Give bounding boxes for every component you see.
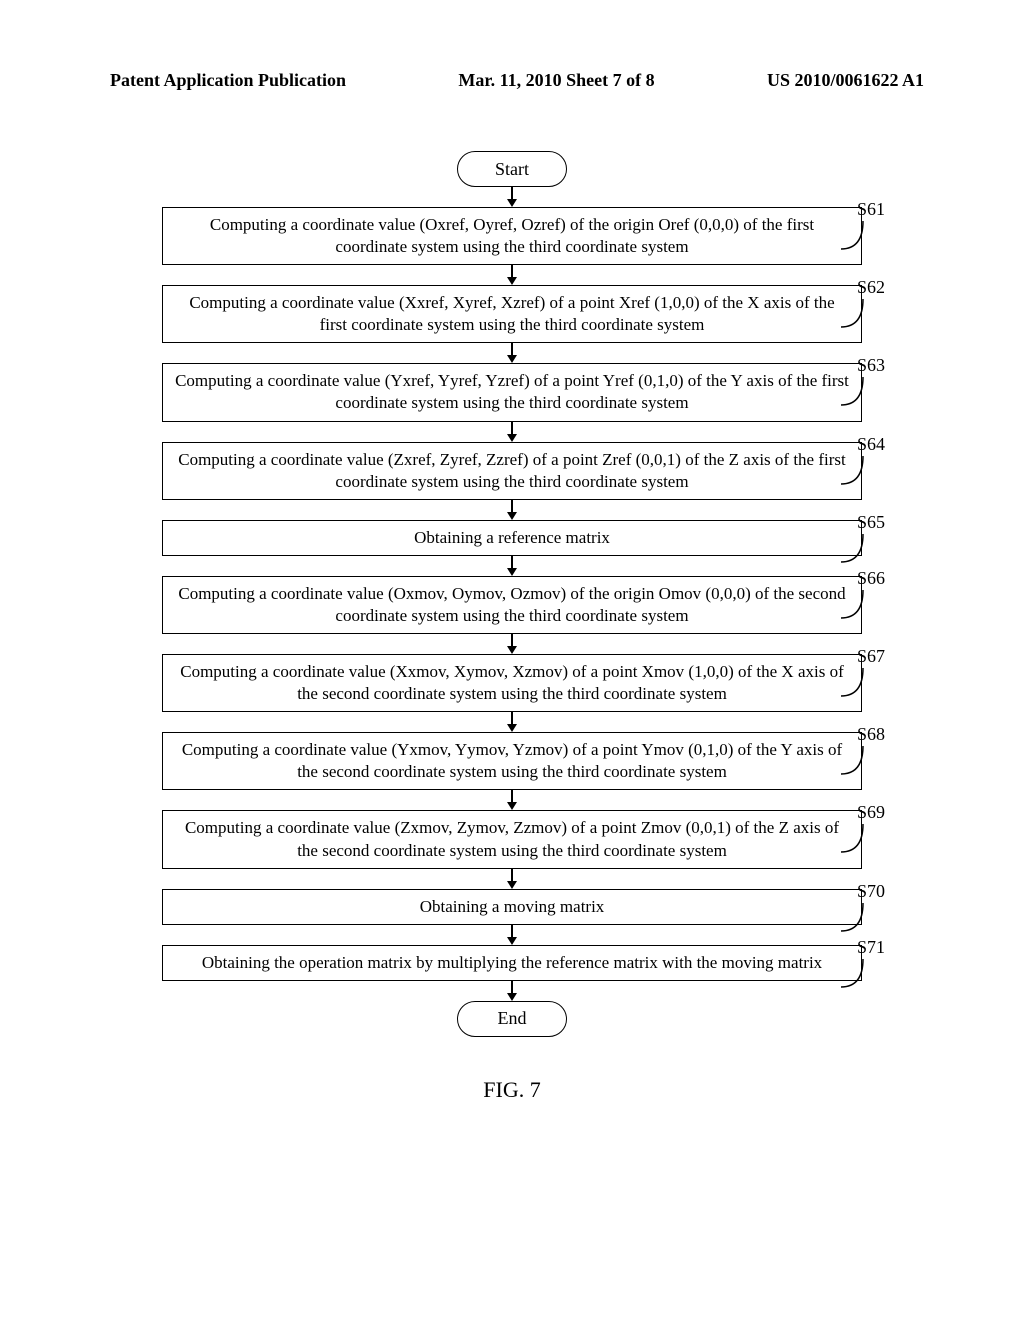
arrow-icon bbox=[507, 634, 517, 654]
connector-hook-icon bbox=[839, 818, 875, 858]
figure-label: FIG. 7 bbox=[0, 1077, 1024, 1103]
flow-step: Computing a coordinate value (Zxref, Zyr… bbox=[137, 442, 887, 500]
arrow-icon bbox=[507, 790, 517, 810]
start-label: Start bbox=[495, 159, 529, 180]
flow-step: Obtaining a moving matrixS70 bbox=[137, 889, 887, 925]
arrow-icon bbox=[507, 925, 517, 945]
connector-hook-icon bbox=[839, 450, 875, 490]
process-box: Computing a coordinate value (Zxref, Zyr… bbox=[162, 442, 862, 500]
process-box: Computing a coordinate value (Yxref, Yyr… bbox=[162, 363, 862, 421]
arrow-icon bbox=[507, 712, 517, 732]
step-label: S70 bbox=[857, 881, 885, 902]
arrow-icon bbox=[507, 981, 517, 1001]
process-box: Obtaining a reference matrix bbox=[162, 520, 862, 556]
header-center: Mar. 11, 2010 Sheet 7 of 8 bbox=[458, 70, 654, 91]
connector-hook-icon bbox=[839, 371, 875, 411]
arrow-icon bbox=[507, 500, 517, 520]
step-label: S61 bbox=[857, 199, 885, 220]
start-terminal: Start bbox=[457, 151, 567, 187]
step-label: S66 bbox=[857, 568, 885, 589]
process-box: Obtaining the operation matrix by multip… bbox=[162, 945, 862, 981]
process-box: Computing a coordinate value (Yxmov, Yym… bbox=[162, 732, 862, 790]
flow-step: Computing a coordinate value (Yxmov, Yym… bbox=[137, 732, 887, 790]
flow-step: Computing a coordinate value (Xxref, Xyr… bbox=[137, 285, 887, 343]
connector-hook-icon bbox=[839, 293, 875, 333]
end-terminal: End bbox=[457, 1001, 567, 1037]
arrow-icon bbox=[507, 187, 517, 207]
connector-hook-icon bbox=[839, 740, 875, 780]
step-label: S67 bbox=[857, 646, 885, 667]
flow-step: Computing a coordinate value (Oxref, Oyr… bbox=[137, 207, 887, 265]
connector-hook-icon bbox=[839, 953, 875, 993]
arrow-icon bbox=[507, 422, 517, 442]
step-label: S64 bbox=[857, 434, 885, 455]
end-label: End bbox=[498, 1008, 527, 1029]
flow-step: Computing a coordinate value (Xxmov, Xym… bbox=[137, 654, 887, 712]
arrow-icon bbox=[507, 265, 517, 285]
connector-hook-icon bbox=[839, 584, 875, 624]
flow-step: Obtaining a reference matrixS65 bbox=[137, 520, 887, 556]
flow-step: Obtaining the operation matrix by multip… bbox=[137, 945, 887, 981]
flowchart: Start Computing a coordinate value (Oxre… bbox=[137, 151, 887, 1037]
flow-step: Computing a coordinate value (Yxref, Yyr… bbox=[137, 363, 887, 421]
step-label: S69 bbox=[857, 802, 885, 823]
step-label: S68 bbox=[857, 724, 885, 745]
arrow-icon bbox=[507, 556, 517, 576]
flow-step: Computing a coordinate value (Zxmov, Zym… bbox=[137, 810, 887, 868]
process-box: Computing a coordinate value (Zxmov, Zym… bbox=[162, 810, 862, 868]
arrow-icon bbox=[507, 343, 517, 363]
connector-hook-icon bbox=[839, 662, 875, 702]
step-label: S63 bbox=[857, 355, 885, 376]
page-header: Patent Application Publication Mar. 11, … bbox=[0, 0, 1024, 91]
flow-step: Computing a coordinate value (Oxmov, Oym… bbox=[137, 576, 887, 634]
connector-hook-icon bbox=[839, 897, 875, 937]
step-label: S65 bbox=[857, 512, 885, 533]
process-box: Computing a coordinate value (Oxmov, Oym… bbox=[162, 576, 862, 634]
header-left: Patent Application Publication bbox=[110, 70, 346, 91]
step-label: S62 bbox=[857, 277, 885, 298]
process-box: Computing a coordinate value (Xxmov, Xym… bbox=[162, 654, 862, 712]
step-label: S71 bbox=[857, 937, 885, 958]
connector-hook-icon bbox=[839, 215, 875, 255]
connector-hook-icon bbox=[839, 528, 875, 568]
process-box: Computing a coordinate value (Oxref, Oyr… bbox=[162, 207, 862, 265]
header-right: US 2010/0061622 A1 bbox=[767, 70, 924, 91]
process-box: Computing a coordinate value (Xxref, Xyr… bbox=[162, 285, 862, 343]
process-box: Obtaining a moving matrix bbox=[162, 889, 862, 925]
arrow-icon bbox=[507, 869, 517, 889]
